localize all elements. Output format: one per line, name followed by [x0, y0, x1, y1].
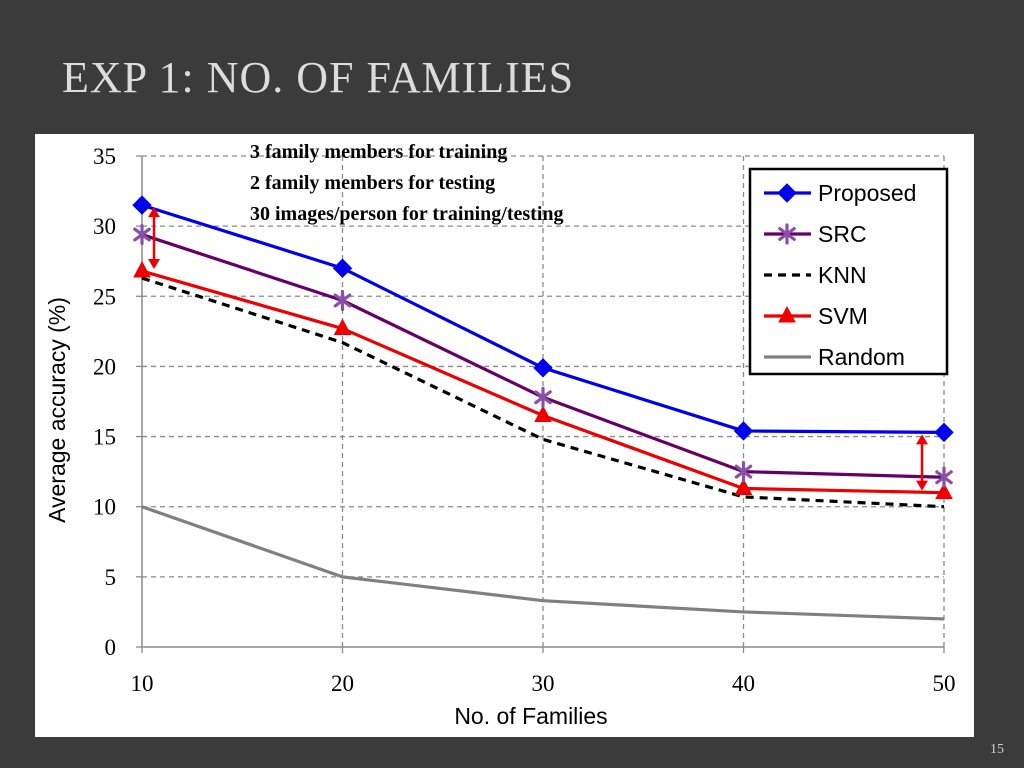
series-src-asterisk-marker — [734, 461, 753, 483]
series-svm-triangle-marker — [534, 405, 552, 423]
gap-arrow — [916, 434, 928, 491]
legend-label-random: Random — [818, 344, 905, 370]
x-tick-label: 30 — [532, 671, 555, 696]
y-tick-label: 25 — [93, 284, 116, 309]
legend-label-svm: SVM — [818, 303, 868, 329]
series-src-asterisk-marker — [333, 289, 352, 312]
experiment-annotation: 3 family members for training 2 family me… — [250, 141, 564, 225]
legend-entry-src: SRC — [764, 221, 867, 247]
series-knn — [141, 276, 945, 509]
annotation-line: 3 family members for training — [250, 141, 507, 163]
asterisk-stroke — [333, 293, 352, 308]
legend-label-proposed: Proposed — [818, 180, 916, 206]
series-src-asterisk-marker — [133, 223, 151, 246]
gap-arrow-head-top — [148, 207, 160, 218]
legend-entry-knn: KNN — [764, 262, 867, 288]
y-tick-label: 10 — [93, 495, 116, 520]
x-tick-label: 20 — [331, 671, 354, 696]
series-proposed — [132, 195, 954, 443]
legend-label-knn: KNN — [818, 262, 867, 288]
legend-entry-proposed: Proposed — [764, 180, 916, 206]
series-proposed-diamond-marker — [934, 422, 954, 443]
gap-arrow-head-bottom — [148, 259, 160, 270]
series-random-line — [141, 505, 945, 621]
series-proposed-diamond-marker — [332, 258, 353, 278]
y-tick-label: 35 — [93, 144, 116, 169]
asterisk-stroke — [734, 464, 753, 479]
chart-panel: 0 5 10 15 20 25 30 35 10 20 30 40 50 Average accurac… — [35, 134, 974, 737]
x-axis-label: No. of Families — [454, 703, 607, 729]
series-src-asterisk-marker — [935, 466, 953, 488]
y-tick-label: 0 — [105, 635, 117, 660]
legend-src-asterisk-marker — [778, 223, 796, 245]
y-tick-label: 30 — [93, 214, 116, 239]
annotation-line: 2 family members for testing — [250, 172, 495, 194]
legend-svm-triangle-marker — [778, 305, 796, 323]
series-knn-line — [141, 276, 945, 509]
series-svm-triangle-marker — [133, 260, 151, 278]
annotation-line: 30 images/person for training/testing — [250, 203, 564, 225]
series-src-asterisk-marker — [534, 386, 552, 408]
x-tick-label: 40 — [732, 671, 755, 696]
y-tick-label: 5 — [105, 565, 117, 590]
series-proposed-diamond-marker — [533, 358, 553, 378]
asterisk-stroke — [935, 470, 953, 485]
legend-box — [748, 167, 949, 376]
gap-arrows — [148, 207, 928, 491]
gap-arrow-head-bottom — [916, 480, 928, 491]
series-proposed-diamond-marker — [132, 195, 152, 215]
y-axis-label: Average accuracy (%) — [44, 297, 70, 523]
series-proposed-diamond-marker — [733, 421, 754, 441]
slide-number: 15 — [990, 742, 1004, 757]
x-tick-label: 10 — [131, 671, 154, 696]
asterisk-stroke — [133, 227, 151, 242]
x-tick-label: 50 — [933, 671, 956, 696]
slide-title: EXP 1: NO. OF FAMILIES — [62, 53, 575, 102]
legend-entry-svm: SVM — [764, 303, 868, 329]
gap-arrow — [148, 207, 160, 270]
series-src — [133, 223, 953, 488]
asterisk-stroke — [534, 390, 552, 405]
gap-arrow-head-top — [916, 434, 928, 445]
series-svm-triangle-marker — [333, 318, 352, 336]
y-tick-label: 15 — [93, 425, 116, 450]
legend-proposed-diamond-marker — [777, 183, 797, 203]
series-random — [141, 505, 945, 621]
legend-entry-random: Random — [764, 344, 905, 370]
y-tick-label: 20 — [93, 354, 116, 379]
series-svm-triangle-marker — [734, 478, 753, 495]
series-svm-triangle-marker — [935, 482, 953, 500]
legend: Proposed SRC KNN SVM Random — [748, 167, 949, 376]
legend-label-src: SRC — [818, 221, 867, 247]
asterisk-stroke — [778, 226, 796, 242]
series-lines — [132, 195, 954, 621]
series-svm — [133, 260, 953, 500]
tick-labels: 0 5 10 15 20 25 30 35 10 20 30 40 50 — [93, 144, 956, 696]
accuracy-line-chart: 0 5 10 15 20 25 30 35 10 20 30 40 50 Average accurac… — [44, 141, 956, 729]
